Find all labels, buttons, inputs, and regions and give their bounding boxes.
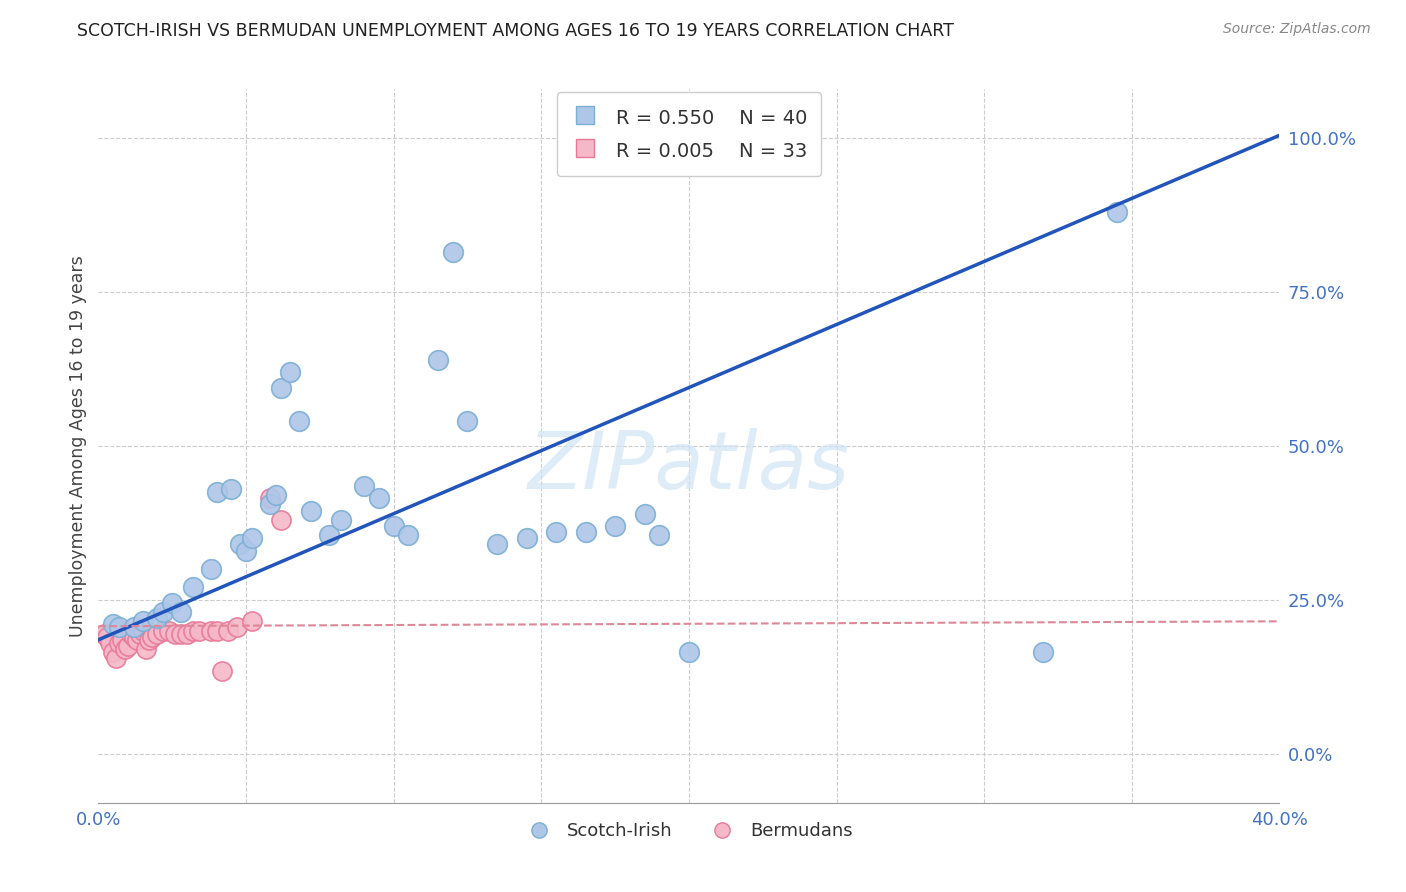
- Point: [240, 615, 263, 629]
- Text: SCOTCH-IRISH VS BERMUDAN UNEMPLOYMENT AMONG AGES 16 TO 19 YEARS CORRELATION CHAR: SCOTCH-IRISH VS BERMUDAN UNEMPLOYMENT AM…: [77, 22, 955, 40]
- Point: [240, 531, 263, 545]
- Point: [152, 624, 174, 638]
- Point: [546, 525, 568, 540]
- Text: Source: ZipAtlas.com: Source: ZipAtlas.com: [1223, 22, 1371, 37]
- Y-axis label: Unemployment Among Ages 16 to 19 years: Unemployment Among Ages 16 to 19 years: [69, 255, 87, 637]
- Point: [605, 519, 627, 533]
- Point: [318, 528, 340, 542]
- Point: [259, 498, 281, 512]
- Point: [217, 624, 239, 638]
- Point: [280, 365, 302, 379]
- Point: [181, 581, 204, 595]
- Point: [259, 491, 281, 506]
- Point: [382, 519, 405, 533]
- Point: [132, 624, 155, 638]
- Point: [162, 596, 183, 610]
- Point: [211, 664, 233, 678]
- Point: [441, 245, 464, 260]
- Point: [205, 624, 228, 638]
- Point: [96, 630, 118, 644]
- Point: [288, 414, 311, 428]
- Point: [128, 626, 150, 640]
- Point: [221, 482, 243, 496]
- Point: [176, 626, 198, 640]
- Point: [117, 639, 139, 653]
- Point: [120, 626, 142, 640]
- Point: [122, 630, 145, 644]
- Point: [98, 636, 121, 650]
- Point: [165, 626, 187, 640]
- Point: [648, 528, 671, 542]
- Point: [368, 491, 391, 506]
- Point: [299, 503, 322, 517]
- Point: [353, 479, 375, 493]
- Point: [125, 632, 148, 647]
- Point: [146, 626, 169, 640]
- Point: [235, 543, 257, 558]
- Point: [122, 620, 145, 634]
- Point: [486, 537, 509, 551]
- Point: [105, 651, 128, 665]
- Point: [1107, 205, 1129, 219]
- Point: [146, 611, 169, 625]
- Point: [111, 632, 134, 647]
- Point: [200, 562, 222, 576]
- Point: [200, 624, 222, 638]
- Point: [108, 636, 131, 650]
- Point: [427, 352, 450, 367]
- Point: [170, 605, 193, 619]
- Point: [103, 645, 125, 659]
- Point: [108, 620, 131, 634]
- Point: [516, 531, 538, 545]
- Point: [141, 630, 163, 644]
- Text: ZIPatlas: ZIPatlas: [527, 428, 851, 507]
- Point: [270, 513, 292, 527]
- Point: [170, 626, 193, 640]
- Point: [575, 525, 598, 540]
- Point: [157, 624, 180, 638]
- Point: [135, 642, 157, 657]
- Point: [270, 380, 292, 394]
- Point: [1032, 645, 1054, 659]
- Point: [181, 624, 204, 638]
- Point: [229, 537, 252, 551]
- Point: [152, 605, 174, 619]
- Point: [138, 632, 160, 647]
- Point: [457, 414, 479, 428]
- Point: [103, 617, 125, 632]
- Point: [226, 620, 249, 634]
- Legend: Scotch-Irish, Bermudans: Scotch-Irish, Bermudans: [517, 815, 860, 847]
- Point: [205, 485, 228, 500]
- Point: [114, 642, 136, 657]
- Point: [678, 645, 700, 659]
- Point: [132, 615, 155, 629]
- Point: [187, 624, 209, 638]
- Point: [264, 488, 287, 502]
- Point: [93, 626, 115, 640]
- Point: [329, 513, 352, 527]
- Point: [634, 507, 657, 521]
- Point: [398, 528, 420, 542]
